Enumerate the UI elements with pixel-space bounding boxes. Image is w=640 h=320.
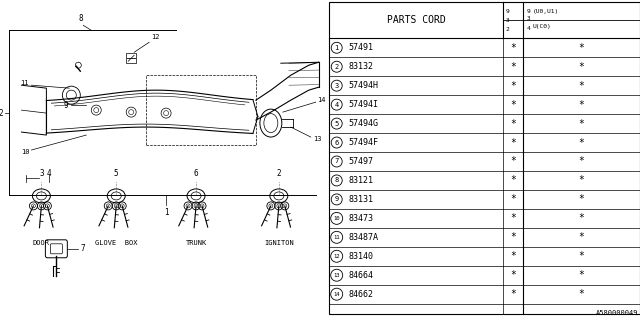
Text: 2: 2 bbox=[0, 108, 3, 118]
Text: 2: 2 bbox=[506, 27, 509, 32]
Text: *: * bbox=[579, 232, 584, 242]
Text: 12: 12 bbox=[151, 34, 159, 40]
Text: *: * bbox=[579, 213, 584, 223]
Text: *: * bbox=[579, 119, 584, 129]
Text: 4: 4 bbox=[526, 26, 530, 31]
Text: 57494G: 57494G bbox=[349, 119, 379, 128]
Text: *: * bbox=[579, 43, 584, 53]
Text: 7: 7 bbox=[335, 158, 339, 164]
Text: 83131: 83131 bbox=[349, 195, 374, 204]
Text: 14: 14 bbox=[333, 292, 340, 297]
Text: 57491: 57491 bbox=[349, 43, 374, 52]
Text: 83487A: 83487A bbox=[349, 233, 379, 242]
Text: *: * bbox=[579, 100, 584, 110]
Text: 4: 4 bbox=[47, 169, 52, 178]
Text: 5: 5 bbox=[114, 169, 118, 178]
Text: 83121: 83121 bbox=[349, 176, 374, 185]
Text: *: * bbox=[510, 100, 516, 110]
Text: *: * bbox=[579, 251, 584, 261]
Text: *: * bbox=[510, 213, 516, 223]
Text: 57497: 57497 bbox=[349, 157, 374, 166]
Text: 12: 12 bbox=[333, 254, 340, 259]
Text: 13: 13 bbox=[333, 273, 340, 278]
Text: 3: 3 bbox=[335, 83, 339, 89]
Text: GLOVE  BOX: GLOVE BOX bbox=[95, 240, 138, 246]
Text: 84662: 84662 bbox=[349, 290, 374, 299]
Text: 9: 9 bbox=[526, 9, 530, 14]
Text: *: * bbox=[510, 119, 516, 129]
Text: *: * bbox=[579, 156, 584, 166]
Text: 83140: 83140 bbox=[349, 252, 374, 261]
Text: A580000049: A580000049 bbox=[595, 310, 638, 316]
Text: 10: 10 bbox=[21, 149, 29, 155]
Bar bbox=[126, 53, 136, 63]
Text: *: * bbox=[579, 81, 584, 91]
Text: 8: 8 bbox=[79, 14, 84, 23]
Text: 4: 4 bbox=[335, 102, 339, 108]
Text: TRUNK: TRUNK bbox=[186, 240, 207, 246]
Text: 11: 11 bbox=[333, 235, 340, 240]
Text: IGNITON: IGNITON bbox=[264, 240, 294, 246]
Text: U(C0): U(C0) bbox=[532, 24, 551, 29]
Text: 1: 1 bbox=[335, 45, 339, 51]
Text: 83473: 83473 bbox=[349, 214, 374, 223]
Text: *: * bbox=[510, 175, 516, 186]
Text: 7: 7 bbox=[80, 244, 85, 253]
Text: *: * bbox=[510, 251, 516, 261]
Text: *: * bbox=[579, 62, 584, 72]
Text: *: * bbox=[510, 138, 516, 148]
Text: 10: 10 bbox=[333, 216, 340, 221]
Text: 14: 14 bbox=[317, 97, 325, 103]
Text: *: * bbox=[510, 270, 516, 280]
Text: 57494I: 57494I bbox=[349, 100, 379, 109]
Text: PARTS CORD: PARTS CORD bbox=[387, 15, 445, 25]
Text: DOOR: DOOR bbox=[33, 240, 50, 246]
Text: *: * bbox=[579, 289, 584, 299]
Text: 57494H: 57494H bbox=[349, 81, 379, 90]
Text: 3: 3 bbox=[39, 169, 44, 178]
Text: *: * bbox=[510, 43, 516, 53]
Text: 9: 9 bbox=[506, 9, 509, 14]
Text: 1: 1 bbox=[164, 208, 168, 217]
Text: 5: 5 bbox=[335, 121, 339, 127]
Text: 83132: 83132 bbox=[349, 62, 374, 71]
Bar bbox=[146, 75, 256, 145]
Text: 6: 6 bbox=[335, 140, 339, 146]
Text: 8: 8 bbox=[335, 178, 339, 183]
Text: *: * bbox=[579, 195, 584, 204]
Text: *: * bbox=[510, 62, 516, 72]
Text: 13: 13 bbox=[313, 136, 321, 142]
Text: *: * bbox=[579, 138, 584, 148]
Text: 57494F: 57494F bbox=[349, 138, 379, 147]
Text: 9: 9 bbox=[64, 100, 68, 110]
Text: 3: 3 bbox=[506, 18, 509, 23]
Text: *: * bbox=[510, 195, 516, 204]
Text: *: * bbox=[510, 232, 516, 242]
Text: *: * bbox=[510, 81, 516, 91]
Text: *: * bbox=[579, 175, 584, 186]
Text: (U0,U1): (U0,U1) bbox=[532, 9, 559, 14]
Text: 3: 3 bbox=[526, 16, 530, 21]
Text: 11: 11 bbox=[20, 80, 28, 86]
Text: *: * bbox=[579, 270, 584, 280]
Text: 2: 2 bbox=[335, 64, 339, 70]
Bar bbox=[329, 2, 640, 314]
Text: 2: 2 bbox=[276, 169, 281, 178]
Text: *: * bbox=[510, 156, 516, 166]
Text: 6: 6 bbox=[194, 169, 198, 178]
Text: 9: 9 bbox=[335, 196, 339, 203]
Text: 84664: 84664 bbox=[349, 271, 374, 280]
Text: *: * bbox=[510, 289, 516, 299]
